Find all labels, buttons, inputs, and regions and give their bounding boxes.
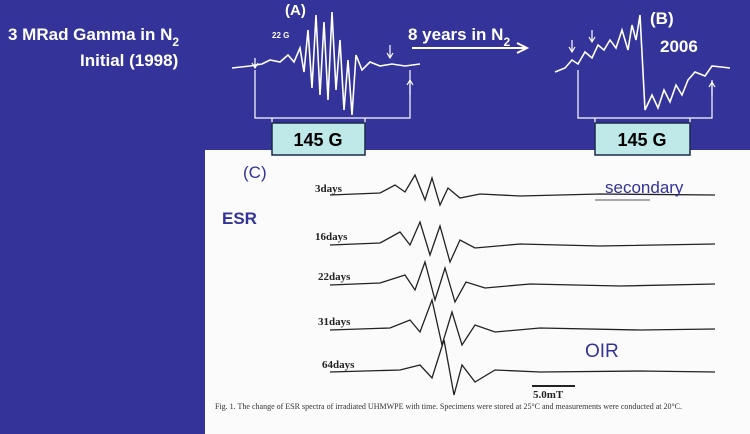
trace-label: 16days (315, 231, 348, 243)
oir-label: OIR (585, 341, 619, 362)
bracket-a (255, 70, 410, 124)
initial-label: Initial (1998) (80, 51, 178, 70)
arrows-a (252, 45, 413, 95)
spectrum-b (555, 15, 730, 110)
diagram: 3 MRad Gamma in N2 Initial (1998) (A) 22… (0, 0, 750, 434)
panel-a-label: (A) (285, 2, 306, 19)
panel-b-label: (B) (650, 9, 674, 28)
trace-label: 64days (322, 359, 355, 371)
trace-label: 31days (318, 316, 351, 328)
trace-label: 22days (318, 271, 351, 283)
arrow-text: 8 years in N2 (408, 25, 510, 49)
box-b-text: 145 G (617, 130, 666, 150)
scale-bar-label: 5.0mT (533, 389, 564, 401)
trace-label: 3days (315, 183, 343, 195)
panel-c-label: (C) (243, 163, 267, 182)
arrow-text-sub: 2 (503, 35, 510, 49)
panel-b-year: 2006 (660, 37, 698, 56)
slide: 3 MRad Gamma in N2 Initial (1998) (A) 22… (0, 0, 750, 434)
title-left-text: 3 MRad Gamma in N (8, 25, 172, 44)
panel-a-scale: 22 G (272, 31, 289, 40)
title-left-sub: 2 (172, 35, 179, 49)
caption: Fig. 1. The change of ESR spectra of irr… (215, 402, 705, 411)
caption-box: Fig. 1. The change of ESR spectra of irr… (215, 402, 705, 432)
secondary-label: secondary (605, 178, 684, 197)
spectrum-a (232, 12, 420, 115)
arrow-text-main: 8 years in N (408, 25, 503, 44)
esr-label: ESR (222, 209, 257, 228)
box-a-text: 145 G (293, 130, 342, 150)
title-left: 3 MRad Gamma in N2 (8, 25, 179, 49)
